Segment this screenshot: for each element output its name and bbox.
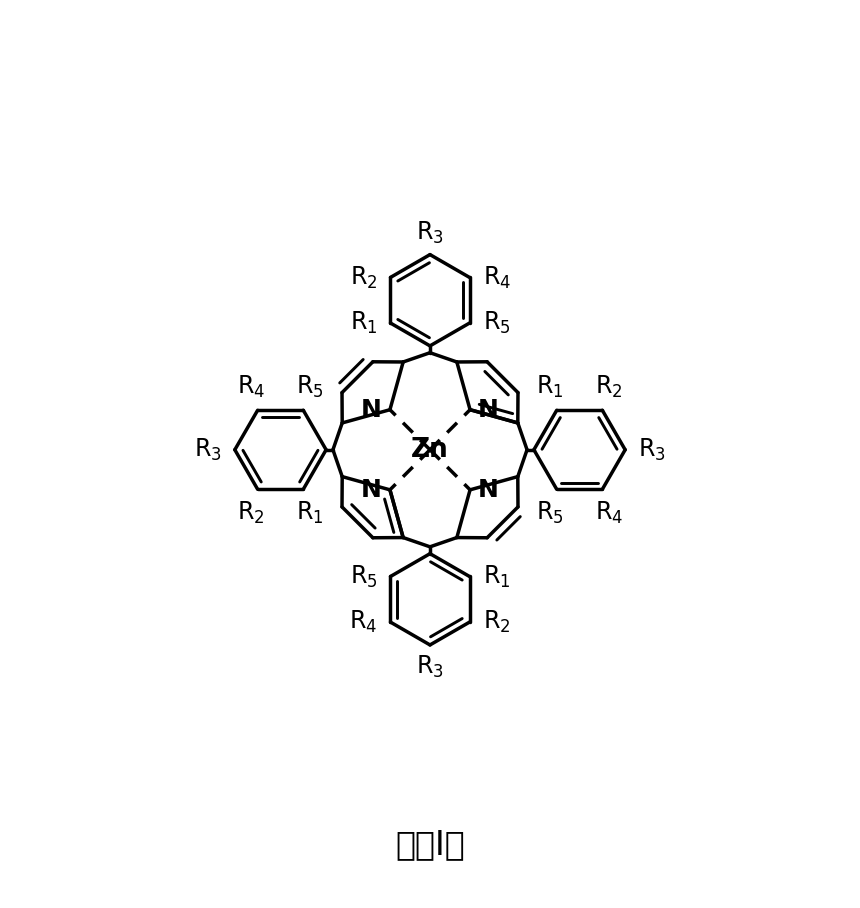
Text: R$_4$: R$_4$ xyxy=(237,373,265,400)
Text: R$_5$: R$_5$ xyxy=(536,500,564,526)
Text: R$_2$: R$_2$ xyxy=(482,609,510,636)
Text: R$_4$: R$_4$ xyxy=(482,264,511,291)
Text: R$_3$: R$_3$ xyxy=(638,437,666,463)
Text: R$_3$: R$_3$ xyxy=(194,437,222,463)
Text: R$_3$: R$_3$ xyxy=(416,220,444,246)
Text: R$_4$: R$_4$ xyxy=(595,500,624,526)
Text: N: N xyxy=(478,478,499,502)
Text: R$_1$: R$_1$ xyxy=(536,373,563,400)
Text: R$_2$: R$_2$ xyxy=(237,500,265,526)
Text: R$_5$: R$_5$ xyxy=(349,563,378,589)
Text: N: N xyxy=(361,398,382,421)
Text: R$_2$: R$_2$ xyxy=(595,373,623,400)
Text: R$_2$: R$_2$ xyxy=(350,264,378,291)
Text: N: N xyxy=(361,478,382,502)
Text: R$_5$: R$_5$ xyxy=(482,310,511,336)
Text: R$_1$: R$_1$ xyxy=(297,500,324,526)
Text: R$_5$: R$_5$ xyxy=(296,373,324,400)
Text: Zn: Zn xyxy=(411,437,449,463)
Text: R$_1$: R$_1$ xyxy=(350,310,378,336)
Text: N: N xyxy=(478,398,499,421)
Text: 式（Ⅰ）: 式（Ⅰ） xyxy=(395,828,465,862)
Text: R$_4$: R$_4$ xyxy=(349,609,378,636)
Text: R$_3$: R$_3$ xyxy=(416,654,444,680)
Text: R$_1$: R$_1$ xyxy=(482,563,510,589)
